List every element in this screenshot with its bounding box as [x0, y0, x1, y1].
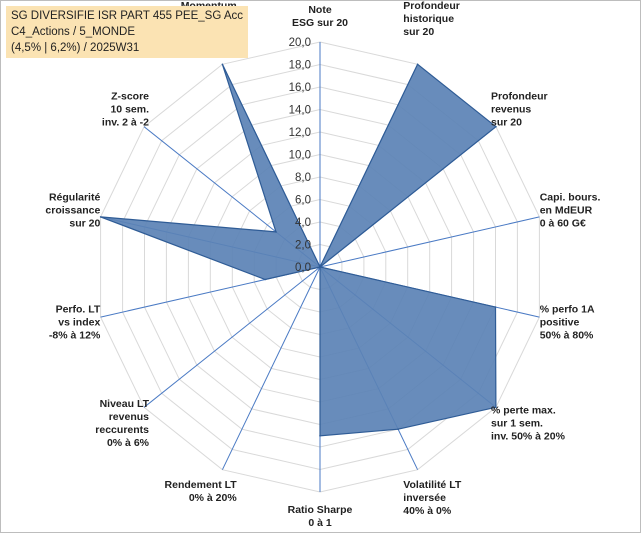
data-point-9	[319, 266, 321, 268]
axis-label-0-line-1: ESG sur 20	[292, 17, 348, 29]
axis-label-2-line-0: Profondeur	[491, 90, 548, 102]
axis-label-5-line-1: sur 1 sem.	[491, 418, 543, 430]
chart-title-box: SG DIVERSIFIE ISR PART 455 PEE_SG Acc C4…	[6, 6, 249, 58]
tick-label-3: 6,0	[295, 195, 311, 207]
axis-label-5-line-2: inv. 50% à 20%	[491, 431, 566, 443]
axis-label-9: Niveau LT revenus reccurents 0% à 6%	[95, 398, 149, 449]
axis-label-10: Perfo. LT vs index -8% à 12%	[49, 304, 101, 342]
axis-label-10-line-1: vs index	[58, 317, 100, 329]
tick-label-0: 0,0	[295, 262, 311, 274]
axis-label-4-line-1: positive	[540, 317, 580, 329]
axis-label-9-line-3: 0% à 6%	[107, 437, 150, 449]
axis-label-5: % perte max. sur 1 sem. inv. 50% à 20%	[491, 405, 566, 443]
axis-label-4-line-0: % perfo 1A	[540, 304, 595, 316]
axis-label-1-line-1: historique	[403, 13, 454, 25]
axis-label-9-line-0: Niveau LT	[100, 398, 150, 410]
axis-label-2: Profondeur revenus sur 20	[491, 90, 548, 128]
data-point-6	[397, 428, 399, 431]
data-point-12	[275, 231, 277, 233]
tick-label-10: 20,0	[289, 37, 311, 49]
axis-label-11-line-2: sur 20	[69, 217, 100, 229]
data-point-5	[495, 406, 497, 409]
tick-label-1: 2,0	[295, 240, 311, 252]
tick-label-4: 8,0	[295, 172, 311, 184]
data-point-13	[221, 63, 224, 66]
axis-label-10-line-0: Perfo. LT	[56, 304, 101, 316]
axis-label-8-line-1: 0% à 20%	[189, 492, 238, 504]
axis-label-3-line-1: en MdEUR	[540, 204, 593, 216]
tick-label-7: 14,0	[289, 105, 311, 117]
axis-label-0: Note ESG sur 20	[292, 4, 348, 29]
chart-title-line-1: SG DIVERSIFIE ISR PART 455 PEE_SG Acc	[11, 10, 244, 22]
axis-spoke-3	[319, 216, 540, 268]
tick-label-9: 18,0	[289, 60, 311, 72]
axis-label-12-line-1: 10 sem.	[110, 103, 149, 115]
tick-label-8: 16,0	[289, 82, 311, 94]
axis-label-1-line-0: Profondeur	[403, 0, 460, 12]
axis-label-0-line-0: Note	[308, 4, 331, 16]
axis-label-2-line-1: revenus	[491, 103, 531, 115]
axis-label-6-line-0: Volatilité LT	[403, 479, 462, 491]
data-point-2	[495, 125, 497, 128]
axis-label-12-line-0: Z-score	[111, 90, 149, 102]
axis-label-1: Profondeur historique sur 20	[403, 0, 460, 38]
axis-label-10-line-2: -8% à 12%	[49, 330, 101, 342]
axis-label-6: Volatilité LT inversée 40% à 0%	[403, 479, 462, 517]
axis-label-8: Rendement LT 0% à 20%	[165, 479, 238, 504]
axis-label-9-line-1: revenus	[109, 411, 149, 423]
axis-label-4: % perfo 1A positive 50% à 80%	[540, 304, 595, 342]
axis-label-7-line-0: Ratio Sharpe	[288, 504, 353, 516]
data-point-11	[99, 216, 102, 218]
tick-label-5: 10,0	[289, 150, 311, 162]
axis-label-11-line-1: croissance	[45, 204, 100, 216]
axis-label-7-line-1: 0 à 1	[308, 517, 332, 529]
axis-label-7: Ratio Sharpe 0 à 1	[288, 504, 353, 529]
axis-label-2-line-2: sur 20	[491, 116, 522, 128]
axis-label-8-line-0: Rendement LT	[165, 479, 238, 491]
axis-spoke-9	[143, 266, 321, 408]
axis-label-4-line-2: 50% à 80%	[540, 330, 594, 342]
data-point-7	[319, 435, 321, 437]
axis-label-6-line-2: 40% à 0%	[403, 505, 452, 517]
axis-label-12: Z-score 10 sem. inv. 2 à -2	[102, 90, 149, 128]
data-point-4	[494, 306, 497, 308]
axis-label-5-line-0: % perte max.	[491, 405, 556, 417]
data-point-10	[264, 278, 267, 281]
data-point-1	[416, 63, 419, 66]
axis-label-3-line-0: Capi. bours.	[540, 191, 601, 203]
axis-label-12-line-2: inv. 2 à -2	[102, 116, 149, 128]
axis-label-6-line-1: inversée	[403, 492, 446, 504]
axis-label-3: Capi. bours. en MdEUR 0 à 60 G€	[540, 191, 601, 229]
axis-label-9-line-2: reccurents	[95, 424, 149, 436]
axis-label-1-line-2: sur 20	[403, 26, 434, 38]
axis-label-11-line-0: Régularité	[49, 191, 101, 203]
series-polygon	[100, 63, 497, 437]
chart-title-line-2: C4_Actions / 5_MONDE	[11, 26, 135, 38]
chart-title-line-3: (4,5% | 6,2%) / 2025W31	[11, 42, 140, 54]
tick-label-2: 4,0	[295, 217, 311, 229]
tick-label-6: 12,0	[289, 127, 311, 139]
axis-spoke-8	[221, 266, 321, 470]
axis-label-3-line-2: 0 à 60 G€	[540, 217, 586, 229]
axis-label-11: Régularité croissance sur 20	[45, 191, 100, 229]
